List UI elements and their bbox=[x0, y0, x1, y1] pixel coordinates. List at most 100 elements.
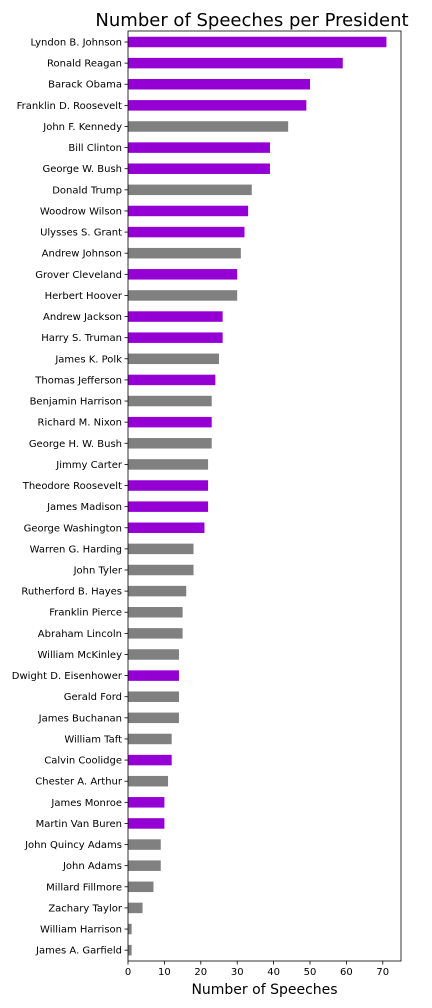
bar bbox=[128, 395, 212, 407]
plot-area-frame bbox=[127, 30, 402, 962]
bar bbox=[128, 649, 179, 660]
y-tick-label: Warren G. Harding bbox=[30, 544, 122, 555]
y-tick-label: Thomas Jefferson bbox=[34, 375, 122, 386]
bar bbox=[128, 818, 165, 829]
bar bbox=[128, 754, 172, 766]
y-tick-label: Bill Clinton bbox=[68, 143, 122, 154]
bar bbox=[128, 205, 249, 217]
y-tick-label: Donald Trump bbox=[52, 185, 122, 196]
y-tick-label: Richard M. Nixon bbox=[38, 418, 122, 429]
bar bbox=[128, 585, 187, 597]
y-tick-label: Woodrow Wilson bbox=[40, 206, 122, 217]
bar bbox=[128, 733, 172, 745]
y-tick-label: Jimmy Carter bbox=[55, 460, 123, 471]
bar bbox=[128, 797, 165, 808]
bar bbox=[128, 775, 169, 787]
bar bbox=[128, 839, 161, 850]
bar bbox=[128, 480, 209, 491]
y-tick-label: Herbert Hoover bbox=[45, 291, 123, 302]
y-tick-label: William McKinley bbox=[38, 650, 123, 661]
bar bbox=[128, 543, 194, 555]
y-tick-label: John F. Kennedy bbox=[42, 122, 122, 133]
bar bbox=[128, 670, 179, 681]
y-tick-label: James A. Garfield bbox=[35, 946, 122, 957]
x-tick-label: 70 bbox=[376, 967, 389, 978]
y-tick-label: Franklin Pierce bbox=[49, 608, 122, 619]
x-tick-label: 10 bbox=[158, 967, 171, 978]
bar bbox=[128, 311, 223, 322]
bar bbox=[128, 121, 289, 132]
y-tick-label: Millard Fillmore bbox=[46, 882, 122, 893]
x-tick-label: 50 bbox=[304, 967, 317, 978]
y-tick-label: George Washington bbox=[24, 523, 122, 534]
y-axis-ticks: Lyndon B. Johnson Ronald Reagan Barack Oba… bbox=[12, 38, 128, 957]
y-tick-label: Martin Van Buren bbox=[36, 819, 122, 830]
bar bbox=[128, 923, 132, 935]
bar bbox=[128, 226, 245, 238]
y-tick-label: Franklin D. Roosevelt bbox=[17, 101, 122, 112]
bar bbox=[128, 57, 343, 69]
y-tick-label: George W. Bush bbox=[43, 164, 122, 175]
bar bbox=[128, 78, 310, 90]
y-tick-label: James Buchanan bbox=[38, 713, 122, 724]
bar bbox=[128, 944, 132, 956]
y-tick-label: Andrew Jackson bbox=[43, 312, 122, 323]
bar bbox=[128, 606, 183, 618]
x-tick-label: 60 bbox=[340, 967, 353, 978]
y-tick-label: Chester A. Arthur bbox=[35, 777, 123, 788]
x-tick-label: 30 bbox=[231, 967, 244, 978]
bar bbox=[128, 332, 223, 343]
bar bbox=[128, 501, 209, 512]
bar bbox=[128, 100, 307, 111]
bar bbox=[128, 860, 161, 871]
bar bbox=[128, 628, 183, 639]
y-tick-label: Gerald Ford bbox=[64, 692, 122, 703]
bar bbox=[128, 691, 179, 702]
x-axis-ticks: 0 10 20 30 40 50 60 70 bbox=[125, 961, 389, 978]
bar bbox=[128, 416, 212, 428]
y-tick-label: George H. W. Bush bbox=[29, 439, 122, 450]
y-tick-label: Benjamin Harrison bbox=[30, 397, 122, 408]
bar bbox=[128, 184, 252, 196]
y-tick-label: James K. Polk bbox=[54, 354, 122, 365]
y-tick-label: Grover Cleveland bbox=[35, 270, 122, 281]
y-tick-label: Abraham Lincoln bbox=[38, 629, 122, 640]
bar bbox=[128, 36, 387, 48]
bar bbox=[128, 290, 238, 301]
y-tick-label: Lyndon B. Johnson bbox=[30, 38, 122, 49]
y-tick-label: William Taft bbox=[64, 734, 122, 745]
y-tick-label: James Madison bbox=[46, 502, 122, 513]
y-tick-label: Calvin Coolidge bbox=[44, 756, 122, 767]
bar bbox=[128, 374, 216, 386]
bar bbox=[128, 459, 209, 470]
y-tick-label: Andrew Johnson bbox=[42, 249, 122, 260]
y-tick-label: John Quincy Adams bbox=[24, 840, 122, 851]
bar bbox=[128, 353, 219, 365]
y-tick-label: John Tyler bbox=[73, 566, 123, 577]
bar bbox=[128, 902, 143, 914]
y-tick-label: Rutherford B. Hayes bbox=[21, 587, 122, 598]
x-tick-label: 40 bbox=[267, 967, 280, 978]
bar bbox=[128, 142, 270, 153]
bar bbox=[128, 247, 241, 259]
bar bbox=[128, 564, 194, 576]
bar bbox=[128, 881, 154, 893]
y-tick-label: Barack Obama bbox=[48, 80, 122, 91]
y-tick-label: Ulysses S. Grant bbox=[40, 228, 122, 239]
bar bbox=[128, 438, 212, 449]
y-tick-label: Theodore Roosevelt bbox=[22, 481, 122, 492]
bar bbox=[128, 712, 179, 724]
bar bbox=[128, 522, 205, 534]
y-tick-label: Harry S. Truman bbox=[41, 333, 122, 344]
x-tick-label: 20 bbox=[194, 967, 207, 978]
y-tick-label: Zachary Taylor bbox=[48, 903, 123, 914]
chart-title: Number of Speeches per President bbox=[95, 10, 408, 31]
bars-group bbox=[128, 36, 387, 956]
bar bbox=[128, 163, 270, 174]
x-tick-label: 0 bbox=[125, 967, 131, 978]
x-axis-label: Number of Speeches bbox=[191, 982, 337, 998]
y-tick-label: James Monroe bbox=[50, 798, 122, 809]
y-tick-label: William Harrison bbox=[40, 925, 122, 936]
y-tick-label: Ronald Reagan bbox=[47, 59, 122, 70]
